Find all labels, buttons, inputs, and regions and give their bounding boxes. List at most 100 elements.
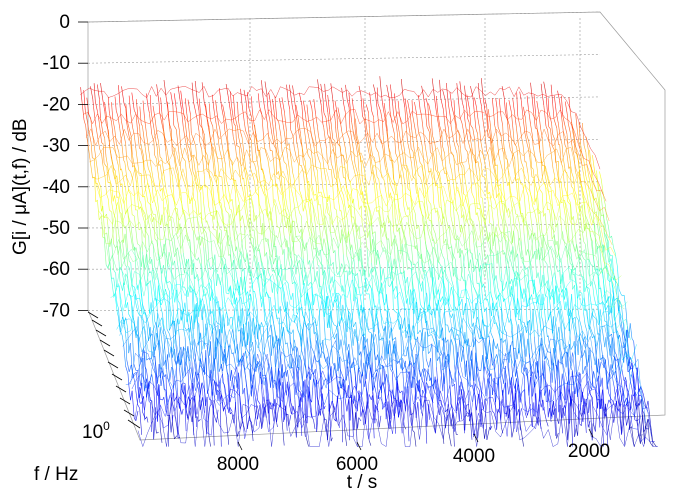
surface-segment (576, 127, 579, 141)
surface-segment (423, 331, 426, 352)
surface-segment (495, 275, 499, 289)
surface-segment (521, 288, 525, 299)
surface-segment (224, 406, 227, 417)
surface-segment (142, 251, 145, 269)
surface-segment (449, 91, 453, 107)
surface-segment (100, 187, 103, 208)
surface-segment (531, 98, 534, 112)
surface-segment (336, 237, 339, 242)
surface-segment (464, 178, 468, 194)
surface-segment (245, 248, 248, 255)
surface-segment (206, 220, 210, 228)
surface-segment (250, 318, 254, 343)
surface-segment (588, 188, 592, 206)
surface-segment (422, 389, 425, 396)
surface-segment (424, 378, 428, 427)
surface-segment (379, 138, 382, 141)
surface-segment (476, 386, 480, 391)
surface-segment (593, 259, 597, 272)
surface-segment (368, 207, 372, 215)
surface-segment (570, 202, 573, 220)
surface-segment (228, 213, 231, 237)
surface-segment (519, 91, 522, 101)
surface-segment (626, 386, 629, 393)
surface-segment (502, 288, 506, 292)
surface-segment (590, 281, 593, 287)
surface-segment (330, 163, 334, 170)
surface-segment (187, 239, 190, 241)
surface-segment (516, 282, 519, 320)
surface-segment (582, 195, 584, 201)
surface-segment (325, 296, 328, 309)
surface-segment (194, 258, 198, 261)
surface-segment (271, 225, 274, 247)
surface-segment (502, 382, 506, 396)
surface-segment (492, 220, 495, 237)
surface-segment (491, 302, 493, 317)
surface-segment (111, 187, 114, 202)
surface-segment (162, 312, 165, 329)
surface-segment (410, 325, 414, 338)
surface-segment (119, 239, 123, 244)
surface-segment (270, 277, 273, 293)
surface-segment (287, 383, 290, 405)
surface-segment (540, 285, 543, 311)
surface-segment (357, 173, 360, 187)
surface-segment (284, 359, 287, 377)
surface-segment (203, 234, 206, 250)
surface-segment (448, 266, 452, 280)
surface-segment (504, 219, 508, 229)
surface-segment (205, 103, 208, 119)
surface-segment (160, 375, 163, 386)
surface-segment (106, 232, 109, 246)
surface-segment (394, 93, 396, 105)
surface-segment (582, 122, 585, 146)
surface-segment (455, 267, 458, 282)
surface-segment (183, 308, 186, 328)
surface-segment (584, 324, 588, 332)
surface-segment (602, 245, 605, 253)
surface-segment (278, 264, 282, 276)
surface-segment (257, 93, 260, 107)
surface-segment (281, 175, 285, 179)
surface-segment (581, 328, 584, 342)
surface-segment (448, 286, 452, 302)
surface-segment (421, 262, 424, 272)
surface-segment (577, 291, 580, 299)
surface-segment (233, 376, 236, 390)
surface-segment (441, 132, 443, 147)
surface-segment (236, 297, 239, 317)
surface-segment (478, 389, 482, 414)
surface-segment (495, 378, 499, 403)
surface-segment (550, 152, 554, 169)
surface-segment (343, 140, 346, 149)
surface-segment (186, 137, 189, 146)
surface-segment (302, 239, 305, 250)
surface-segment (467, 139, 470, 144)
surface-segment (506, 159, 509, 176)
surface-segment (336, 174, 339, 188)
surface-segment (484, 132, 488, 152)
surface-segment (334, 333, 337, 340)
surface-segment (137, 370, 140, 398)
surface-segment (568, 123, 571, 133)
surface-segment (185, 228, 188, 236)
surface-segment (279, 381, 284, 408)
surface-segment (492, 162, 496, 174)
surface-segment (177, 85, 181, 100)
surface-segment (278, 199, 282, 209)
surface-segment (519, 284, 521, 289)
surface-segment (150, 302, 154, 332)
surface-segment (202, 185, 204, 204)
surface-segment (460, 381, 464, 392)
surface-segment (297, 295, 300, 310)
surface-segment (309, 407, 312, 418)
surface-segment (617, 299, 619, 312)
surface-segment (426, 126, 430, 132)
surface-segment (474, 155, 477, 174)
surface-segment (472, 253, 474, 272)
surface-segment (311, 233, 314, 250)
surface-segment (605, 313, 609, 336)
surface-segment (620, 294, 623, 297)
surface-segment (252, 342, 255, 357)
